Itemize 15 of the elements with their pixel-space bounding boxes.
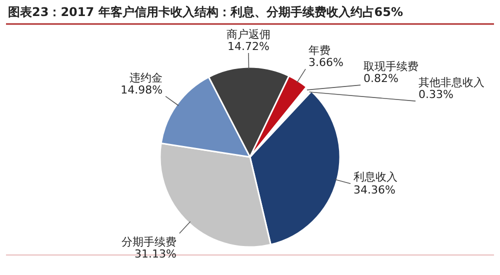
data-label: 3.66% — [308, 56, 344, 70]
slice-label: 商户返佣 — [226, 28, 271, 42]
data-label: 0.33% — [418, 88, 454, 102]
data-label: 14.72% — [228, 40, 270, 54]
slice-label: 分期手续费 — [121, 235, 176, 248]
slice-label: 其他非息收入 — [418, 76, 485, 90]
slice-label: 违约金 — [130, 71, 163, 84]
slice-label: 取现手续费 — [364, 60, 419, 74]
data-label: 31.13% — [134, 247, 176, 260]
data-label: 0.82% — [364, 72, 398, 86]
data-label: 14.98% — [120, 83, 163, 96]
data-label: 34.36% — [354, 184, 396, 197]
slice-label: 利息收入 — [354, 170, 398, 184]
chart-title: 图表23：2017 年客户信用卡收入结构：利息、分期手续费收入约占65% — [8, 5, 403, 19]
slice-label: 年费 — [308, 44, 331, 58]
